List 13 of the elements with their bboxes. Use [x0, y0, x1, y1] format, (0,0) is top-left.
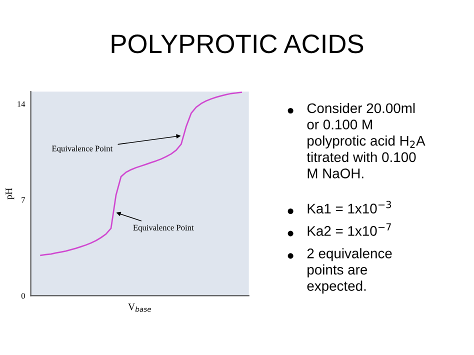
- y-axis-title: pH: [6, 188, 14, 200]
- line-series: [40, 92, 242, 256]
- x-axis-title: V$_{base}$: [128, 304, 152, 312]
- annotation: Equivalence Point: [133, 224, 194, 232]
- text: Consider 20.00ml or 0.100 M polyprotic acid H$_{2}$A titrated with 0.100 M NaOH.: [306, 102, 426, 178]
- text: 2 equivalence points are expected.: [307, 248, 392, 294]
- y-tick-label: 0: [21, 293, 25, 299]
- annotation: Equivalence Point: [52, 145, 113, 154]
- text: Ka1 = 1x10$^{−3}$: [308, 200, 392, 214]
- text: Ka2 = 1x10$^{−7}$: [308, 223, 391, 236]
- chart-title: POLYPROTIC ACIDS: [112, 34, 364, 54]
- y-tick-label: 14: [18, 101, 26, 107]
- y-tick-label: 7: [22, 197, 26, 203]
